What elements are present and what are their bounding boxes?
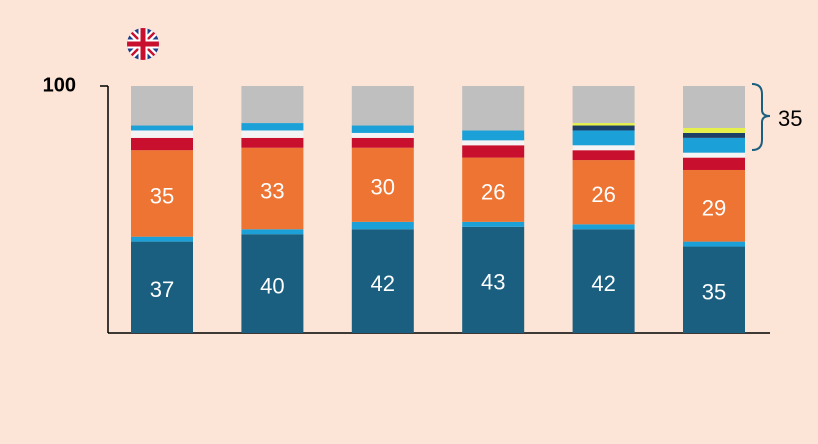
bar-segment <box>131 236 193 242</box>
value-label: 26 <box>481 180 505 205</box>
bar-segment <box>572 160 635 225</box>
bar-segment <box>462 86 525 131</box>
bar-segment <box>462 140 525 146</box>
bar-segment <box>683 127 745 133</box>
value-label: 40 <box>260 273 284 298</box>
value-label: 35 <box>150 183 174 208</box>
value-label: 33 <box>260 178 284 203</box>
bar-segment <box>351 137 414 148</box>
bar-segment <box>131 241 193 333</box>
value-label: 35 <box>702 280 726 305</box>
bar-segment <box>241 147 304 230</box>
bar-segment <box>683 152 745 158</box>
bar-segment <box>351 125 414 133</box>
bar-segment <box>683 137 745 153</box>
value-label: 37 <box>150 277 174 302</box>
value-label: 42 <box>371 271 395 296</box>
bar-segment <box>683 241 745 247</box>
bar-segment <box>462 221 525 227</box>
y-tick-label: 100 <box>43 74 76 96</box>
value-label: 26 <box>591 182 615 207</box>
bar-segment <box>572 86 635 124</box>
bar-segment <box>572 229 635 333</box>
annotation: 35 <box>778 106 802 131</box>
bar-segment <box>683 246 745 333</box>
bar-segment <box>131 137 193 151</box>
brace <box>751 83 771 151</box>
bar-segment <box>351 147 414 222</box>
bar-segment <box>131 150 193 237</box>
bar-segment <box>241 130 304 138</box>
bar-segment <box>572 125 635 131</box>
bar-segment <box>462 130 525 141</box>
bar-segment <box>572 130 635 146</box>
bar-segment <box>241 229 304 235</box>
bar-segment <box>131 86 193 126</box>
bar-segment <box>683 157 745 170</box>
bar-segment <box>572 224 635 230</box>
bar-segment <box>683 132 745 138</box>
bar-segment <box>462 226 525 333</box>
bar-segment <box>683 169 745 242</box>
value-label: 42 <box>591 271 615 296</box>
bar-segment <box>351 86 414 126</box>
bar-segment <box>351 132 414 138</box>
value-label: 30 <box>371 175 395 200</box>
bar-segment <box>241 123 304 131</box>
bar-segment <box>241 137 304 148</box>
bar-segment <box>131 125 193 131</box>
bar-segment <box>351 221 414 230</box>
value-label: 43 <box>481 270 505 295</box>
value-label: 29 <box>702 196 726 221</box>
bar-segment <box>572 145 635 151</box>
bar-segment <box>683 86 745 128</box>
bar-segment <box>131 130 193 138</box>
bar-segment <box>572 123 635 126</box>
bar-segment <box>462 157 525 222</box>
bar-segment <box>572 150 635 161</box>
bar-segment <box>241 234 304 333</box>
uk-flag <box>127 28 159 60</box>
bar-segment <box>241 86 304 124</box>
bar-segment <box>462 145 525 158</box>
bar-segment <box>351 229 414 333</box>
